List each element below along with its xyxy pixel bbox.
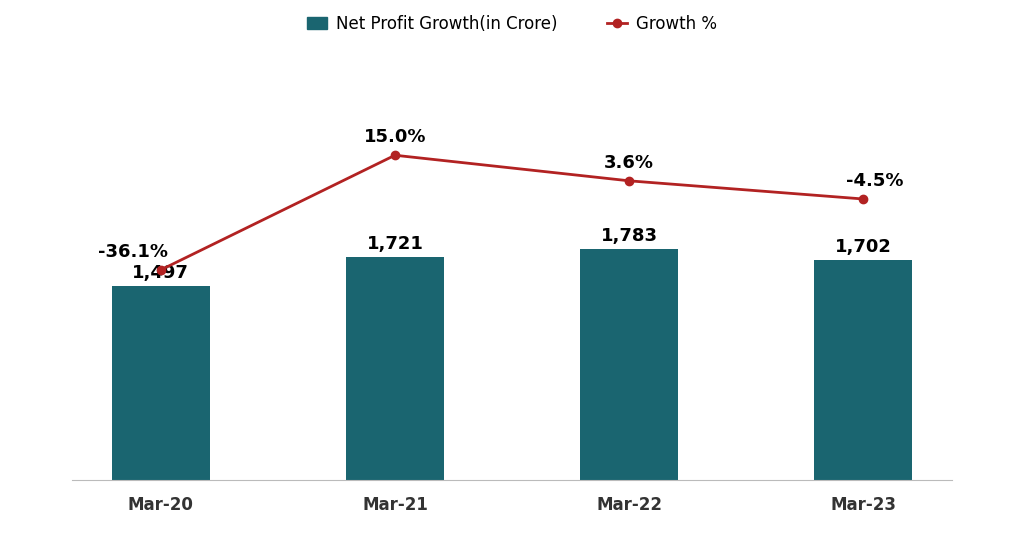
Text: -36.1%: -36.1% bbox=[97, 243, 168, 261]
Text: 1,702: 1,702 bbox=[835, 238, 892, 256]
Bar bbox=[580, 250, 678, 480]
Bar bbox=[346, 257, 444, 480]
Bar bbox=[814, 260, 912, 480]
Text: 1,783: 1,783 bbox=[600, 227, 657, 245]
Text: 1,721: 1,721 bbox=[367, 235, 423, 253]
Bar bbox=[112, 286, 210, 480]
Text: 1,497: 1,497 bbox=[132, 264, 189, 282]
Text: 3.6%: 3.6% bbox=[604, 154, 654, 172]
Text: 15.0%: 15.0% bbox=[364, 128, 426, 146]
Text: -4.5%: -4.5% bbox=[846, 172, 903, 190]
Legend: Net Profit Growth(in Crore), Growth %: Net Profit Growth(in Crore), Growth % bbox=[301, 8, 723, 40]
